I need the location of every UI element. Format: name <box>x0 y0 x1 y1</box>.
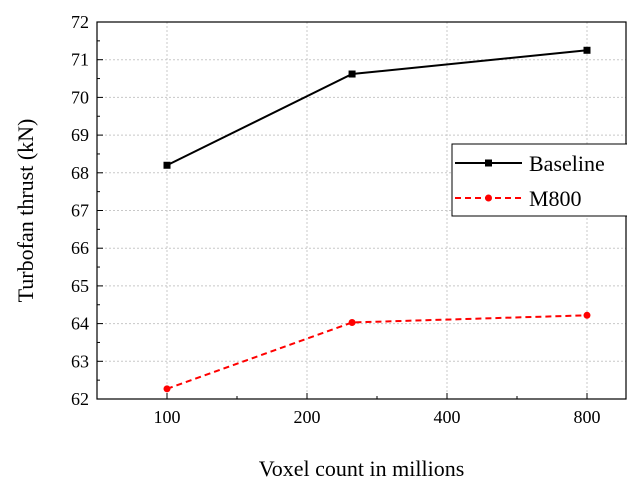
series-line-m800 <box>166 314 588 390</box>
axis-ticks: 62 63 64 65 66 67 68 69 70 71 72 100 200 400 800 <box>71 12 601 427</box>
y-tick-label: 68 <box>71 163 89 183</box>
y-tick-label: 69 <box>71 125 89 145</box>
legend-label-baseline: Baseline <box>529 151 605 176</box>
y-tick-label: 67 <box>71 201 89 221</box>
y-tick-label: 63 <box>71 351 89 371</box>
y-tick-label: 71 <box>71 50 89 70</box>
data-point-m800 <box>583 311 591 319</box>
y-axis-title: Turbofan thrust (kN) <box>13 119 38 303</box>
legend-marker-m800 <box>485 194 492 202</box>
data-point-m800 <box>163 385 171 393</box>
data-point-baseline <box>163 161 171 169</box>
x-tick-label: 100 <box>154 407 181 427</box>
legend: Baseline M800 <box>451 143 627 217</box>
y-tick-label: 72 <box>71 12 89 32</box>
y-tick-label: 64 <box>71 314 89 334</box>
legend-marker-baseline <box>485 159 492 167</box>
series-layer <box>163 46 591 393</box>
x-tick-label: 200 <box>294 407 321 427</box>
data-point-baseline <box>583 46 591 54</box>
y-tick-label: 65 <box>71 276 89 296</box>
x-tick-label: 800 <box>574 407 601 427</box>
y-tick-label: 66 <box>71 238 89 258</box>
x-axis-title: Voxel count in millions <box>259 456 465 481</box>
data-point-baseline <box>348 70 356 78</box>
y-tick-label: 62 <box>71 389 89 409</box>
y-tick-label: 70 <box>71 87 89 107</box>
legend-box <box>451 143 627 217</box>
data-point-m800 <box>348 318 356 326</box>
x-tick-label: 400 <box>434 407 461 427</box>
legend-label-m800: M800 <box>529 186 582 211</box>
